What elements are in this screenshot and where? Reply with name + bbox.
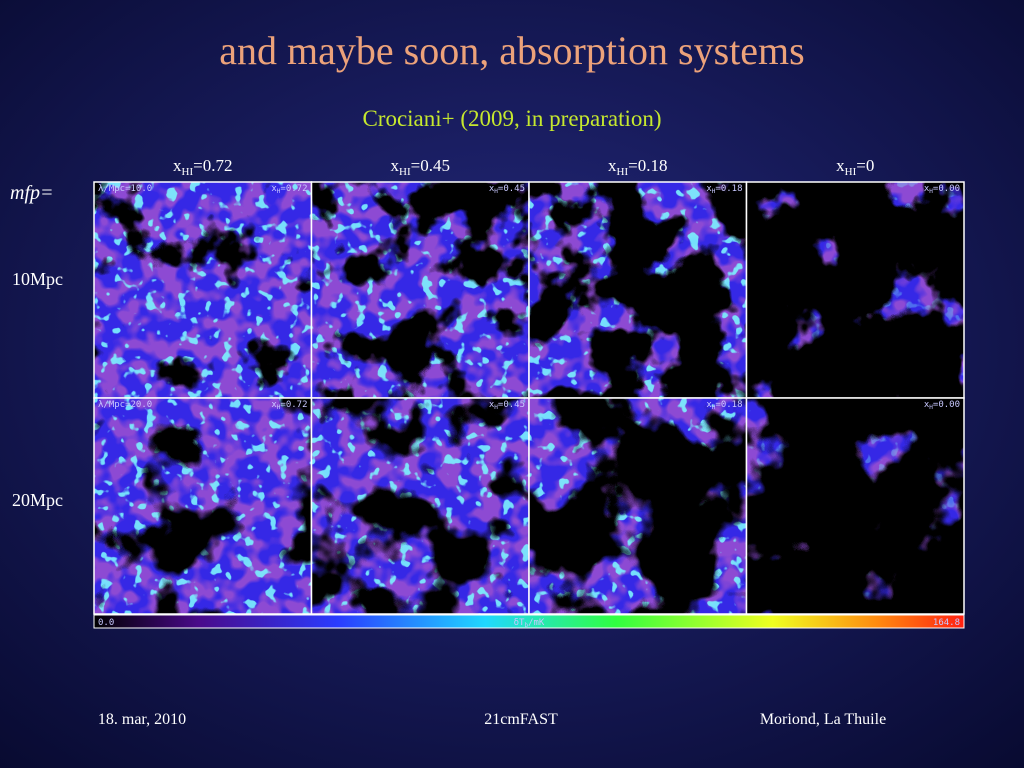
panel-mfp-label: λ/Mpc=10.0 [98, 184, 152, 194]
subtitle: Crociani+ (2009, in preparation) [362, 106, 661, 131]
row-heading: mfp= [10, 182, 54, 204]
footer-center: 21cmFAST [484, 711, 558, 728]
colorbar-max: 164.8 [933, 618, 960, 628]
panel-x-label: xH=0.00 [924, 184, 960, 195]
footer-right: Moriond, La Thuile [760, 711, 886, 728]
panel-bubbles [311, 398, 529, 614]
panel-grid: xH=0.72 λ/Mpc=10.0 xH=0.72 λ/Mpc=20.0 xH=0.4… [93, 181, 965, 629]
panel [746, 182, 964, 398]
column-header: xHI=0 [836, 156, 874, 178]
panel-x-label: xH=0.45 [489, 400, 525, 411]
panel-bubbles [311, 182, 529, 398]
colorbar [93, 614, 965, 629]
panel-bubbles [529, 398, 747, 614]
panel-bubbles [94, 182, 312, 398]
row-label: 20Mpc [12, 490, 63, 510]
panel-x-label: xH=0.00 [924, 400, 960, 411]
column-header: xHI=0.45 [391, 156, 450, 178]
panel [746, 398, 964, 614]
panel-x-label: xH=0.45 [489, 184, 525, 195]
footer-date: 18. mar, 2010 [98, 711, 186, 728]
column-header: xHI=0.72 [173, 156, 232, 178]
panel-bubbles [746, 182, 964, 398]
panel [529, 182, 747, 398]
title: and maybe soon, absorption systems [219, 28, 805, 73]
row-label: 10Mpc [12, 269, 63, 289]
panel-bubbles [529, 182, 747, 398]
panel-x-label: xH=0.18 [706, 400, 742, 411]
colorbar-min: 0.0 [98, 618, 114, 628]
panel-x-label: xH=0.18 [706, 184, 742, 195]
panel-mfp-label: λ/Mpc=20.0 [98, 400, 152, 410]
panel [94, 182, 312, 398]
panel [94, 398, 312, 614]
panel-bubbles [746, 398, 964, 614]
panel-x-label: xH=0.72 [271, 184, 307, 195]
panel [529, 398, 747, 614]
panel-bubbles [94, 398, 312, 614]
panel [311, 182, 529, 398]
column-header: xHI=0.18 [608, 156, 667, 178]
panel [311, 398, 529, 614]
panel-x-label: xH=0.72 [271, 400, 307, 411]
panel-frame [745, 397, 965, 615]
colorbar-label: δTb/mK [514, 618, 545, 629]
